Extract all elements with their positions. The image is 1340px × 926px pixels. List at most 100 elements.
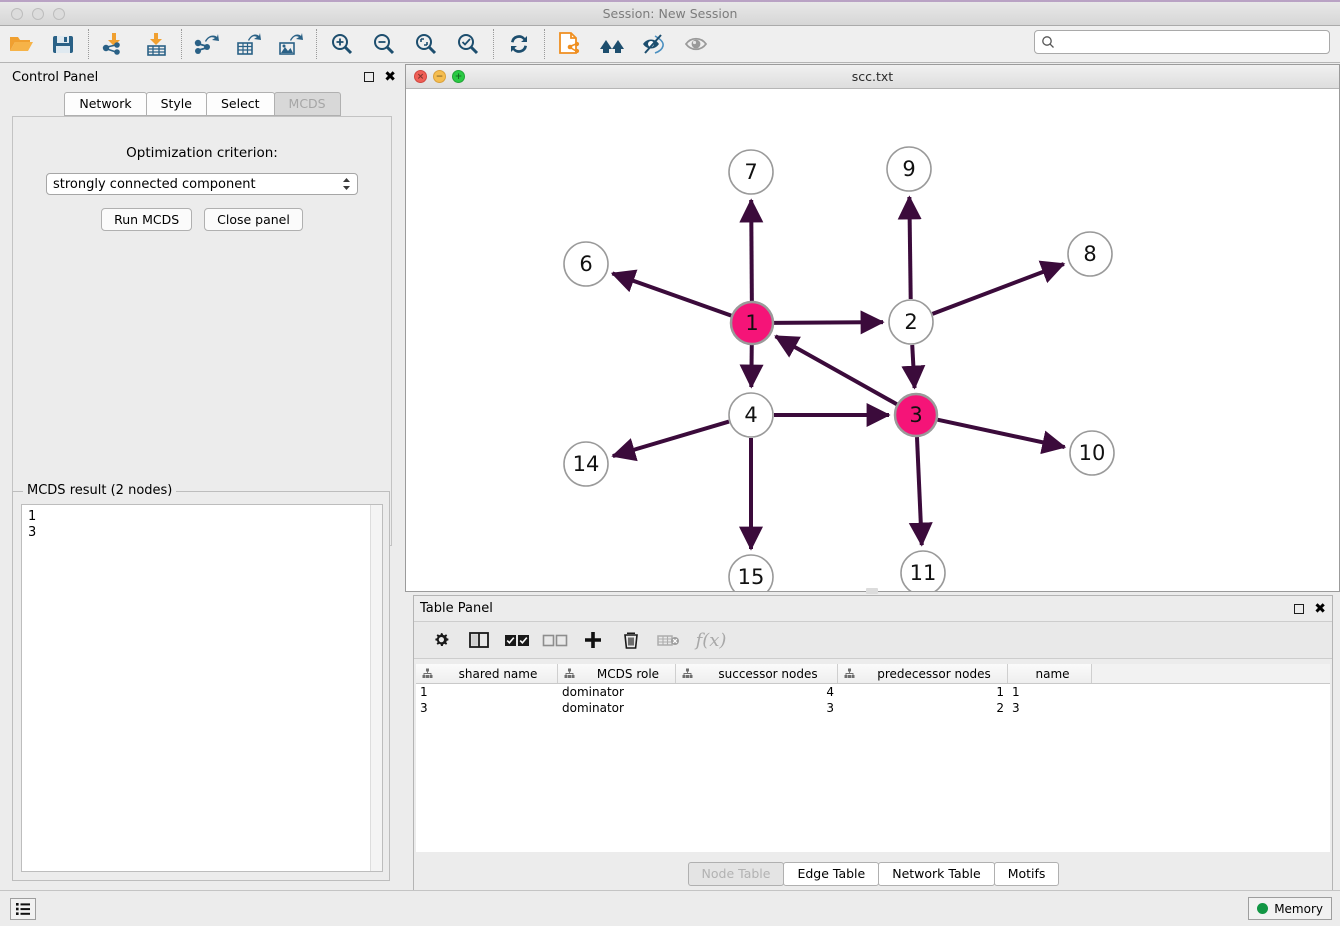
column-layout-icon[interactable] [466,627,492,653]
console-toggle-button[interactable] [10,897,36,920]
graph-node[interactable]: 6 [563,241,609,287]
graph-node[interactable]: 7 [728,149,774,195]
graph-edge[interactable] [773,310,885,335]
export-network-icon[interactable] [186,26,228,62]
table-body[interactable]: 1 dominator 4 1 1 3 dominator 3 2 3 [416,684,1330,716]
function-builder-icon[interactable]: f(x) [695,629,727,651]
graph-node[interactable]: 15 [728,554,774,591]
delete-column-icon[interactable] [618,627,644,653]
save-icon[interactable] [42,26,84,62]
table-row[interactable]: 3 dominator 3 2 3 [416,700,1330,716]
table-row[interactable]: 1 dominator 4 1 1 [416,684,1330,700]
graph-edge[interactable] [739,198,764,302]
settings-gear-icon[interactable] [428,627,454,653]
search-input[interactable] [1059,32,1329,52]
graph-edge[interactable] [897,195,922,300]
graph-node[interactable]: 3 [893,392,939,438]
tab-select[interactable]: Select [205,92,275,116]
network-close-button[interactable]: × [414,70,427,83]
table-panel-close-icon[interactable]: ✖ [1314,600,1326,617]
graph-edge[interactable] [931,260,1066,316]
graph-edge[interactable] [610,269,732,318]
graph-edge[interactable] [901,344,926,390]
refresh-icon[interactable] [498,26,540,62]
zoom-fit-selected-icon[interactable] [447,26,489,62]
graph-node[interactable]: 11 [900,550,946,591]
window-minimize-button[interactable] [32,7,44,20]
table-cell[interactable]: 1 [1012,685,1020,699]
tab-network[interactable]: Network [64,92,147,116]
network-maximize-button[interactable]: + [452,70,465,83]
close-panel-button[interactable]: Close panel [204,208,303,231]
window-controls[interactable] [0,7,65,20]
graph-edge[interactable] [937,417,1067,455]
graph-edge[interactable] [774,334,898,406]
tab-style[interactable]: Style [145,92,207,116]
zoom-in-icon[interactable] [321,26,363,62]
memory-status-button[interactable]: Memory [1248,897,1332,920]
tab-edge-table[interactable]: Edge Table [783,862,880,886]
table-column-header[interactable]: successor nodes [676,664,838,683]
table-cell[interactable]: 1 [420,685,428,699]
show-all-icon[interactable] [675,26,717,62]
graph-node[interactable]: 8 [1067,231,1113,277]
apply-layout-icon[interactable] [591,26,633,62]
node-layer[interactable]: 7 9 6 8 1 2 4 3 14 10 15 11 [563,146,1115,591]
reset-table-icon[interactable] [656,627,682,653]
mcds-result-legend: MCDS result (2 nodes) [23,483,177,498]
graph-node[interactable]: 14 [563,441,609,487]
tab-network-table[interactable]: Network Table [878,862,995,886]
graph-node[interactable]: 2 [888,299,934,345]
table-column-header[interactable]: predecessor nodes [838,664,1008,683]
import-network-icon[interactable] [93,26,135,62]
graph-node[interactable]: 9 [886,146,932,192]
new-network-from-selection-icon[interactable] [549,26,591,62]
export-image-icon[interactable] [270,26,312,62]
result-scrollbar[interactable] [370,505,382,871]
table-column-header[interactable]: name [1008,664,1092,683]
graph-edge[interactable] [908,436,933,547]
table-cell[interactable]: 4 [826,685,834,699]
table-cell[interactable]: dominator [562,701,624,715]
table-cell[interactable]: 2 [996,701,1004,715]
export-table-icon[interactable] [228,26,270,62]
list-item[interactable]: 1 [28,509,37,524]
window-close-button[interactable] [11,7,23,20]
hide-selected-icon[interactable] [633,26,675,62]
search-box[interactable] [1034,30,1330,54]
network-graph[interactable]: 7 9 6 8 1 2 4 3 14 10 15 11 [406,89,1339,591]
graph-node[interactable]: 1 [729,300,775,346]
node-table[interactable]: shared name MCDS role successor nodes prede… [416,664,1330,852]
run-mcds-button[interactable]: Run MCDS [101,208,193,231]
window-maximize-button[interactable] [53,7,65,20]
control-panel-close-icon[interactable]: ✖ [384,69,396,85]
tab-mcds[interactable]: MCDS [273,92,341,116]
add-column-icon[interactable] [580,627,606,653]
show-all-columns-icon[interactable] [504,627,530,653]
table-column-header[interactable]: shared name [416,664,558,683]
hide-all-columns-icon[interactable] [542,627,568,653]
network-minimize-button[interactable]: − [433,70,446,83]
table-cell[interactable]: 3 [420,701,428,715]
tab-motifs[interactable]: Motifs [993,862,1060,886]
table-panel-float-button[interactable] [1294,603,1305,614]
network-canvas[interactable]: 7 9 6 8 1 2 4 3 14 10 15 11 [406,89,1339,591]
zoom-fit-network-icon[interactable] [405,26,447,62]
control-panel-float-button[interactable] [364,72,375,82]
table-column-header[interactable]: MCDS role [558,664,676,683]
table-cell[interactable]: 3 [1012,701,1020,715]
panel-splitter-handle[interactable] [866,588,878,594]
tab-node-table[interactable]: Node Table [687,862,785,886]
open-file-icon[interactable] [0,26,42,62]
zoom-out-icon[interactable] [363,26,405,62]
table-cell[interactable]: 1 [996,685,1004,699]
graph-edge[interactable] [611,419,730,462]
list-item[interactable]: 3 [28,525,37,540]
graph-node[interactable]: 10 [1069,430,1115,476]
mcds-result-list[interactable]: 1 3 [21,504,383,872]
optimization-criterion-select[interactable]: strongly connected component [46,173,358,195]
graph-node[interactable]: 4 [728,392,774,438]
table-cell[interactable]: dominator [562,685,624,699]
table-cell[interactable]: 3 [826,701,834,715]
import-table-icon[interactable] [135,26,177,62]
